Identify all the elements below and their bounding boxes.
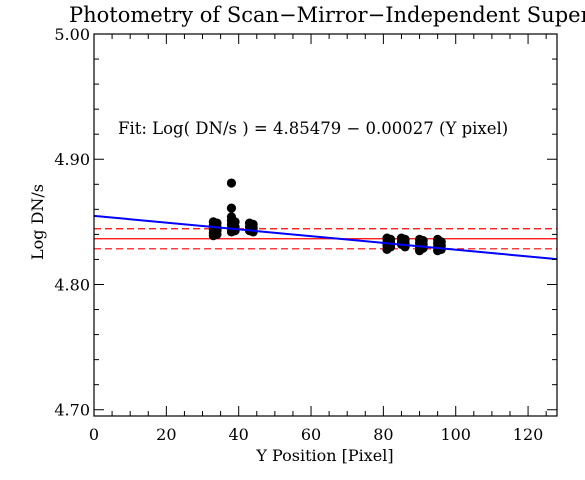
y-tick-label: 4.70	[54, 401, 90, 420]
data-point	[212, 229, 222, 239]
plot-area: 0 20 40 60 80 100 120 4.70 4.80 4.90 5.00	[54, 25, 558, 444]
y-tick-label: 5.00	[54, 25, 90, 44]
x-tick-label: 20	[156, 425, 176, 444]
y-tick-label: 4.80	[54, 275, 90, 294]
x-tick-label: 80	[373, 425, 393, 444]
y-axis-label: Log DN/s	[28, 184, 47, 260]
x-tick-label: 120	[513, 425, 544, 444]
x-tick-label: 0	[89, 425, 99, 444]
plot-data-layer	[94, 178, 557, 261]
data-point	[230, 226, 240, 236]
fit-annotation: Fit: Log( DN/s ) = 4.85479 − 0.00027 (Y …	[118, 119, 508, 138]
data-point	[226, 203, 237, 213]
x-tick-label: 40	[229, 425, 249, 444]
data-point	[418, 243, 428, 253]
x-tick-label: 60	[301, 425, 321, 444]
x-tick-label: 100	[440, 425, 471, 444]
fit-line	[94, 214, 557, 261]
y-tick-label: 4.90	[54, 150, 90, 169]
data-point	[226, 178, 237, 188]
x-axis-label: Y Position [Pixel]	[255, 446, 393, 465]
chart-title: Photometry of Scan−Mirror−Independent Su…	[69, 3, 585, 27]
axes-frame	[93, 33, 558, 417]
